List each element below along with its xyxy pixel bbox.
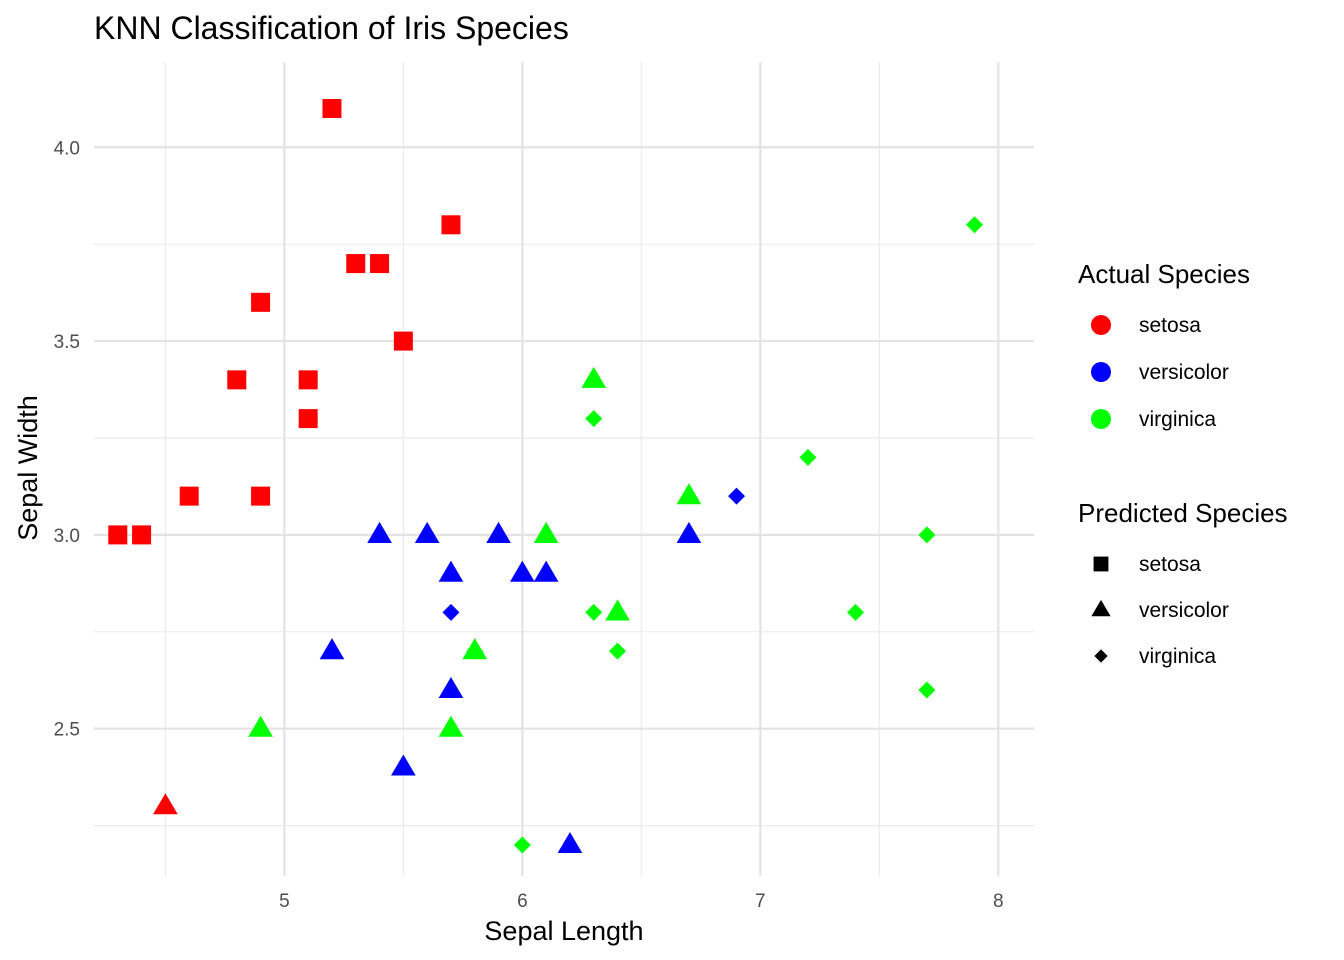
x-tick-label: 5	[279, 891, 290, 912]
legend-key-predicted-versicolor	[1091, 599, 1111, 617]
legend-key-predicted-virginica	[1094, 649, 1108, 663]
data-point-setosa-setosa	[370, 254, 390, 274]
y-tick-label: 4.0	[54, 138, 80, 159]
x-tick-label: 7	[755, 891, 766, 912]
data-point-versicolor-virginica	[728, 487, 746, 505]
data-point-versicolor-versicolor	[319, 638, 345, 660]
data-point-virginica-versicolor	[581, 366, 607, 388]
data-point-versicolor-versicolor	[510, 560, 535, 582]
data-point-versicolor-versicolor	[367, 521, 392, 543]
data-point-setosa-setosa	[346, 254, 366, 274]
legend-title-actual: Actual Species	[1078, 259, 1250, 289]
legend-key-actual-setosa	[1091, 315, 1111, 335]
data-point-virginica-versicolor	[605, 599, 630, 621]
y-tick-label: 2.5	[54, 720, 80, 741]
data-point-virginica-virginica	[847, 603, 865, 621]
data-point-virginica-virginica	[609, 642, 627, 660]
legend-label-actual-setosa: setosa	[1139, 314, 1201, 337]
y-tick-label: 3.5	[54, 332, 80, 353]
data-point-setosa-setosa	[179, 486, 199, 506]
data-point-virginica-versicolor	[676, 483, 702, 505]
y-tick-label: 3.0	[54, 526, 80, 547]
data-point-virginica-virginica	[585, 603, 603, 621]
data-point-setosa-setosa	[298, 370, 318, 390]
data-point-virginica-versicolor	[438, 715, 464, 737]
data-point-setosa-setosa	[227, 370, 247, 390]
data-point-virginica-virginica	[966, 216, 984, 234]
data-point-setosa-setosa	[298, 409, 318, 429]
data-point-setosa-setosa	[108, 525, 128, 545]
data-point-versicolor-versicolor	[438, 560, 464, 582]
legend-label-predicted-virginica: virginica	[1139, 645, 1216, 668]
data-point-setosa-setosa	[393, 331, 413, 351]
data-point-virginica-virginica	[585, 410, 603, 428]
legend-key-actual-versicolor	[1091, 362, 1111, 382]
data-point-versicolor-versicolor	[438, 676, 464, 699]
data-point-setosa-setosa	[441, 215, 461, 235]
data-point-virginica-virginica	[918, 526, 936, 544]
data-point-virginica-versicolor	[248, 715, 273, 737]
legend-title-predicted: Predicted Species	[1078, 498, 1288, 528]
legend-label-predicted-setosa: setosa	[1139, 553, 1201, 576]
legend-key-actual-virginica	[1091, 409, 1111, 429]
legend: Actual Species Predicted Species setosa v…	[1078, 259, 1288, 668]
data-point-virginica-virginica	[513, 836, 531, 854]
data-point-virginica-virginica	[918, 681, 936, 699]
x-tick-label: 6	[517, 891, 528, 912]
data-point-setosa-setosa	[132, 525, 152, 545]
x-axis-title: Sepal Length	[484, 916, 643, 946]
data-point-versicolor-versicolor	[533, 560, 559, 582]
x-tick-label: 8	[993, 891, 1004, 912]
data-point-virginica-virginica	[799, 448, 817, 466]
data-point-versicolor-virginica	[442, 603, 460, 621]
data-point-versicolor-versicolor	[676, 521, 702, 543]
data-point-versicolor-versicolor	[557, 831, 583, 854]
data-point-setosa-setosa	[251, 292, 271, 312]
data-point-setosa-setosa	[251, 486, 271, 506]
axis-ticks: 5 6 7 8 2.5 3.0 3.5 4.0	[54, 138, 1004, 912]
data-point-virginica-versicolor	[533, 521, 559, 543]
data-points	[108, 99, 984, 854]
data-point-versicolor-versicolor	[391, 754, 416, 776]
legend-key-predicted-setosa	[1093, 556, 1109, 572]
data-point-setosa-versicolor	[153, 793, 178, 815]
data-point-versicolor-versicolor	[414, 521, 440, 543]
legend-label-predicted-versicolor: versicolor	[1139, 599, 1229, 622]
data-point-setosa-setosa	[322, 99, 342, 119]
y-axis-title: Sepal Width	[13, 395, 43, 541]
legend-label-actual-versicolor: versicolor	[1139, 361, 1229, 384]
data-point-virginica-virginica	[466, 642, 484, 660]
chart-title: KNN Classification of Iris Species	[94, 10, 569, 46]
legend-label-actual-virginica: virginica	[1139, 408, 1216, 431]
grid	[94, 62, 1034, 876]
data-point-versicolor-versicolor	[486, 521, 511, 543]
